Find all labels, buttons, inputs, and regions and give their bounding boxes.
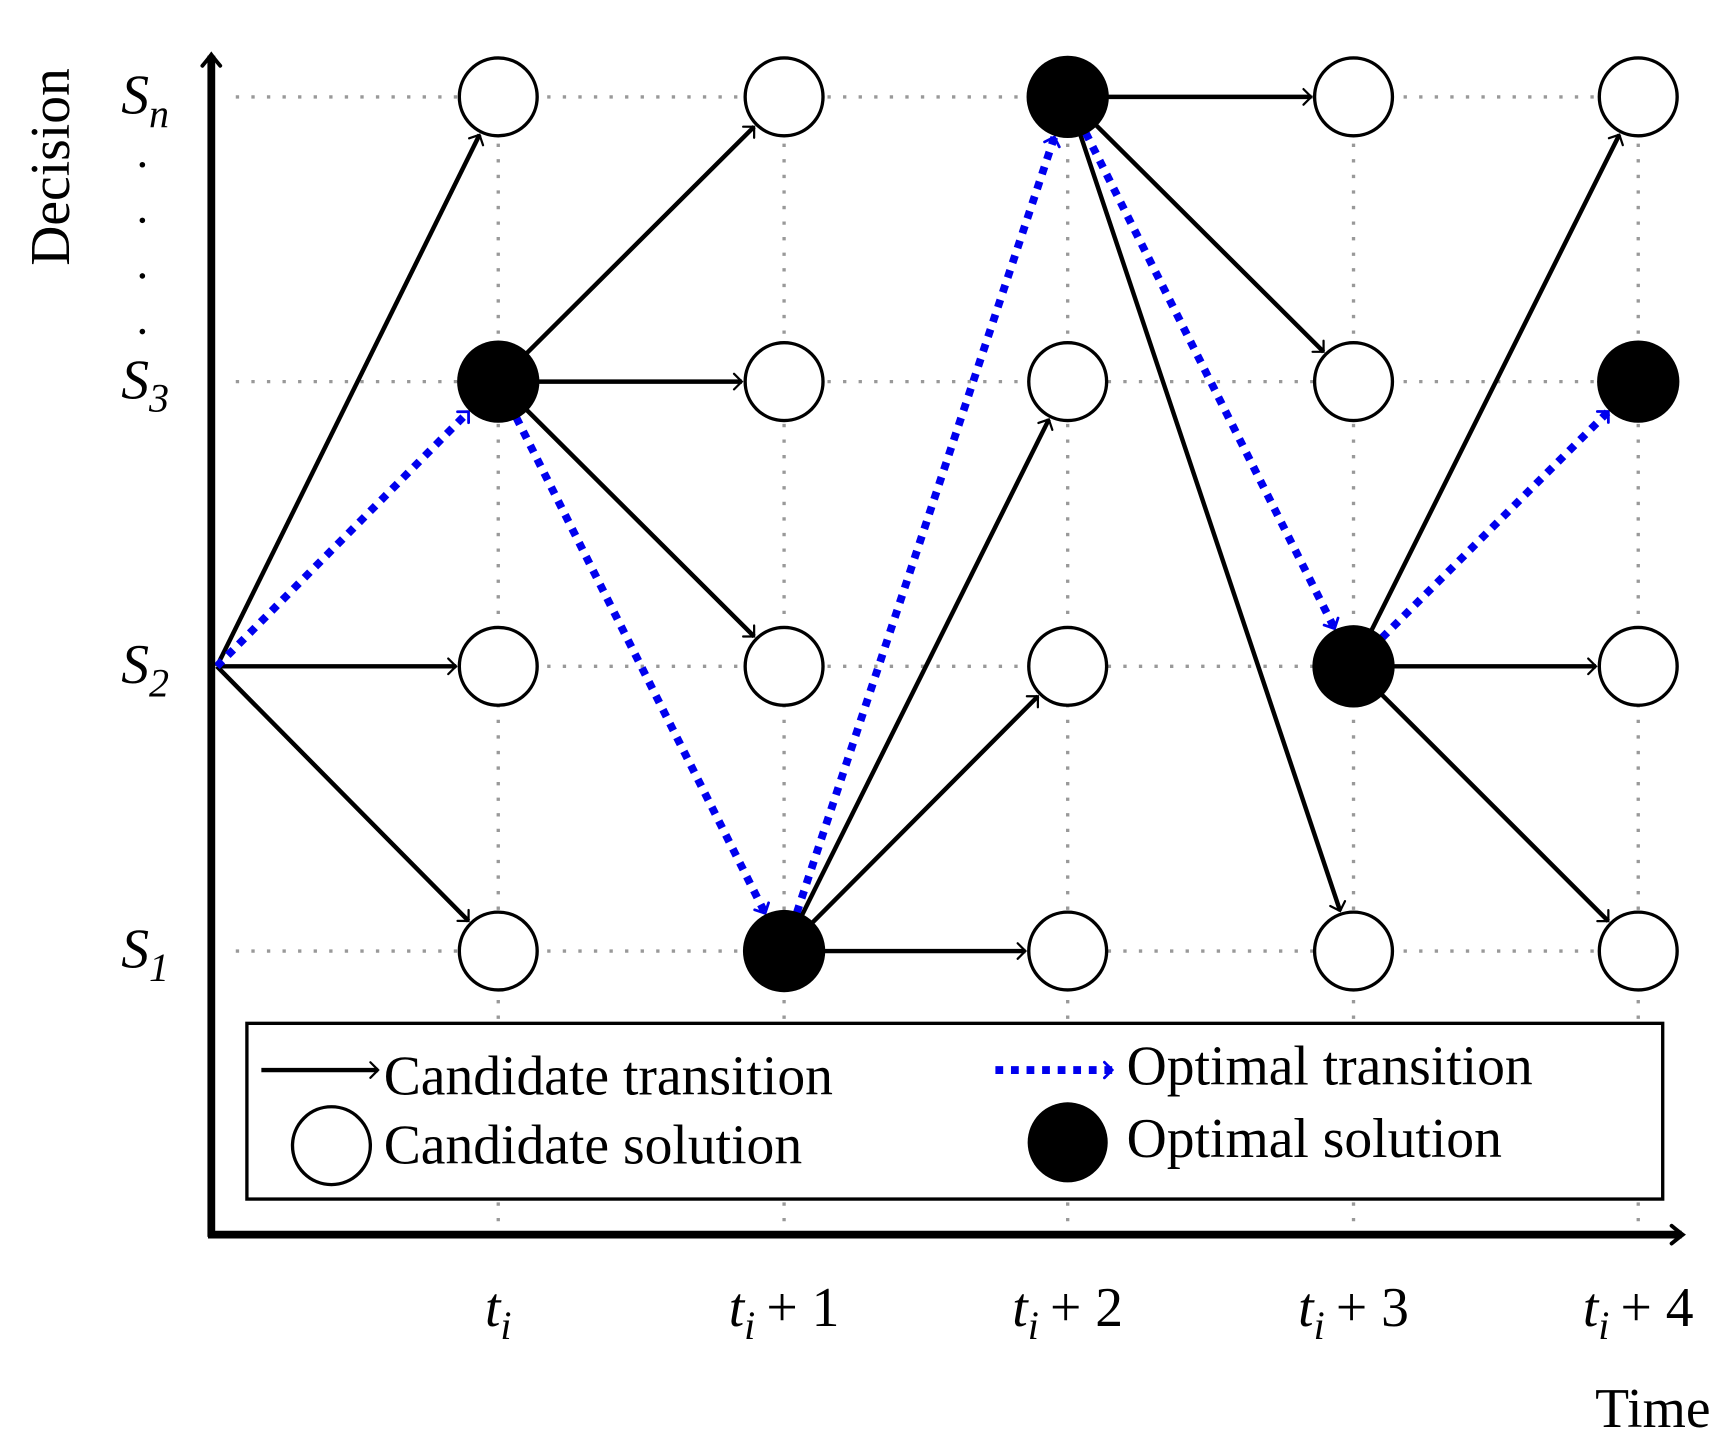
candidate-transition — [810, 694, 1040, 925]
column-label-base: t — [1012, 1277, 1029, 1339]
candidate-solution — [1312, 56, 1395, 138]
row-label: S2 — [121, 634, 169, 705]
row-label-base: S — [121, 919, 149, 981]
optimal-solution — [1312, 625, 1395, 708]
candidate-solution — [1312, 341, 1395, 423]
candidate-solution — [457, 910, 539, 992]
legend-candidate-node — [290, 1105, 373, 1187]
candidate-solution — [1312, 910, 1395, 992]
optimal-transition — [793, 135, 1061, 915]
column-label-sub: i — [1028, 1303, 1039, 1348]
column-label-rest: + 2 — [1050, 1277, 1123, 1339]
column-label: ti + 4 — [1583, 1277, 1694, 1348]
legend-label: Optimal solution — [1127, 1108, 1502, 1170]
nodes — [457, 55, 1680, 993]
grid — [235, 95, 1680, 1230]
column-label-sub: i — [744, 1303, 755, 1348]
column-label-sub: i — [1598, 1303, 1609, 1348]
column-label-base: t — [729, 1277, 746, 1339]
row-label-sub: n — [149, 91, 169, 136]
candidate-transition — [215, 664, 471, 923]
column-label-rest: + 1 — [766, 1277, 839, 1339]
edges — [214, 87, 1624, 960]
column-label-rest: + 4 — [1621, 1277, 1694, 1339]
row-label: Sn — [121, 65, 169, 136]
candidate-solution — [1597, 56, 1679, 138]
candidate-solution — [743, 341, 825, 423]
candidate-solution — [1597, 910, 1679, 992]
row-label-base: S — [121, 65, 149, 127]
legend-box — [245, 1021, 1665, 1201]
candidate-solution — [457, 56, 539, 138]
x-axis-label: Time — [1595, 1378, 1710, 1440]
candidate-transition — [214, 133, 485, 668]
column-label: ti + 1 — [729, 1277, 840, 1348]
row-label-sub: 3 — [148, 376, 169, 421]
candidate-solution — [1027, 341, 1109, 423]
legend: Candidate transition Optimal transition … — [245, 1021, 1665, 1201]
row-label-sub: 2 — [149, 660, 169, 705]
column-label: ti + 2 — [1012, 1277, 1123, 1348]
optimal-solution — [457, 340, 540, 423]
column-label: ti + 3 — [1298, 1277, 1409, 1348]
column-label-base: t — [1298, 1277, 1315, 1339]
row-label-base: S — [121, 349, 149, 411]
candidate-transition — [1094, 123, 1326, 354]
ellipsis-dots — [139, 161, 146, 335]
row-label-base: S — [121, 634, 149, 696]
column-label-base: t — [1583, 1277, 1600, 1339]
candidate-solution — [1027, 910, 1109, 992]
candidate-transition — [525, 408, 756, 639]
column-label: ti — [485, 1277, 512, 1348]
optimal-solution — [1597, 340, 1680, 423]
column-label-rest: + 3 — [1336, 1277, 1409, 1339]
candidate-solution — [743, 56, 825, 138]
candidate-solution — [1027, 625, 1109, 707]
candidate-solution — [1597, 625, 1679, 707]
row-label: S1 — [121, 919, 169, 990]
candidate-transition — [799, 418, 1054, 917]
legend-label: Candidate transition — [384, 1046, 833, 1108]
candidate-solution — [743, 625, 825, 707]
row-label: S3 — [121, 349, 169, 420]
row-label-sub: 1 — [149, 945, 169, 990]
candidate-transition — [525, 125, 756, 355]
candidate-solution — [457, 625, 539, 707]
legend-label: Candidate solution — [384, 1114, 802, 1176]
optimal-transition — [1379, 408, 1612, 641]
legend-optimal-node — [1027, 1102, 1108, 1183]
candidate-transition — [1078, 134, 1347, 913]
optimal-solution — [742, 909, 826, 993]
y-axis-label: Decision — [20, 68, 82, 266]
optimal-transition — [214, 408, 472, 670]
column-label-sub: i — [1314, 1303, 1325, 1348]
optimal-solution — [1026, 55, 1109, 139]
legend-label: Optimal transition — [1127, 1036, 1533, 1098]
candidate-transition — [1380, 693, 1610, 923]
column-label-sub: i — [500, 1303, 511, 1348]
candidate-transition — [1369, 133, 1624, 632]
column-label-base: t — [485, 1277, 502, 1339]
